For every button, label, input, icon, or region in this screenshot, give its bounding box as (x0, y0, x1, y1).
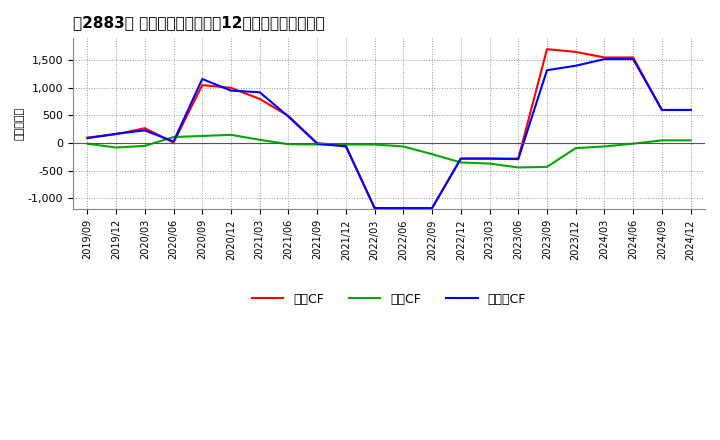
投資CF (456, 160, 465, 165)
フリーCF (227, 88, 235, 93)
フリーCF (341, 144, 350, 149)
投資CF (485, 161, 494, 166)
フリーCF (686, 107, 695, 113)
営業CF (256, 96, 264, 102)
営業CF (428, 205, 436, 211)
投資CF (169, 134, 178, 139)
フリーCF (256, 90, 264, 95)
フリーCF (313, 141, 322, 147)
投資CF (686, 138, 695, 143)
投資CF (256, 137, 264, 143)
フリーCF (198, 77, 207, 82)
Line: 営業CF: 営業CF (87, 49, 690, 208)
営業CF (657, 107, 666, 113)
投資CF (284, 142, 293, 147)
フリーCF (428, 205, 436, 211)
営業CF (600, 55, 609, 60)
Line: フリーCF: フリーCF (87, 59, 690, 208)
投資CF (514, 165, 523, 170)
フリーCF (370, 205, 379, 211)
フリーCF (514, 157, 523, 162)
営業CF (399, 205, 408, 211)
営業CF (313, 140, 322, 146)
営業CF (227, 85, 235, 91)
投資CF (341, 142, 350, 147)
営業CF (370, 205, 379, 211)
フリーCF (83, 136, 91, 141)
営業CF (169, 140, 178, 145)
Legend: 営業CF, 投資CF, フリーCF: 営業CF, 投資CF, フリーCF (247, 288, 531, 311)
投資CF (227, 132, 235, 137)
営業CF (456, 156, 465, 161)
フリーCF (112, 131, 120, 136)
営業CF (686, 107, 695, 113)
投資CF (657, 138, 666, 143)
フリーCF (399, 205, 408, 211)
Y-axis label: （百万円）: （百万円） (15, 107, 25, 140)
投資CF (543, 164, 552, 169)
投資CF (629, 141, 637, 147)
投資CF (198, 133, 207, 139)
投資CF (600, 144, 609, 149)
営業CF (112, 132, 120, 137)
投資CF (370, 142, 379, 147)
フリーCF (140, 128, 149, 133)
フリーCF (657, 107, 666, 113)
フリーCF (543, 67, 552, 73)
営業CF (514, 156, 523, 161)
Line: 投資CF: 投資CF (87, 135, 690, 168)
営業CF (83, 135, 91, 140)
投資CF (313, 142, 322, 147)
営業CF (198, 82, 207, 88)
投資CF (572, 146, 580, 151)
フリーCF (600, 56, 609, 62)
営業CF (572, 49, 580, 55)
営業CF (341, 143, 350, 149)
フリーCF (629, 56, 637, 62)
投資CF (83, 141, 91, 147)
フリーCF (572, 63, 580, 68)
営業CF (140, 125, 149, 131)
投資CF (399, 144, 408, 149)
投資CF (140, 143, 149, 149)
営業CF (284, 114, 293, 119)
フリーCF (284, 114, 293, 119)
投資CF (112, 145, 120, 150)
営業CF (629, 55, 637, 60)
フリーCF (456, 156, 465, 161)
営業CF (543, 47, 552, 52)
営業CF (485, 156, 494, 161)
投資CF (428, 151, 436, 157)
Text: ［2883］ キャッシュフローの12か月移動合計の推移: ［2883］ キャッシュフローの12か月移動合計の推移 (73, 15, 325, 30)
フリーCF (169, 139, 178, 144)
フリーCF (485, 156, 494, 161)
